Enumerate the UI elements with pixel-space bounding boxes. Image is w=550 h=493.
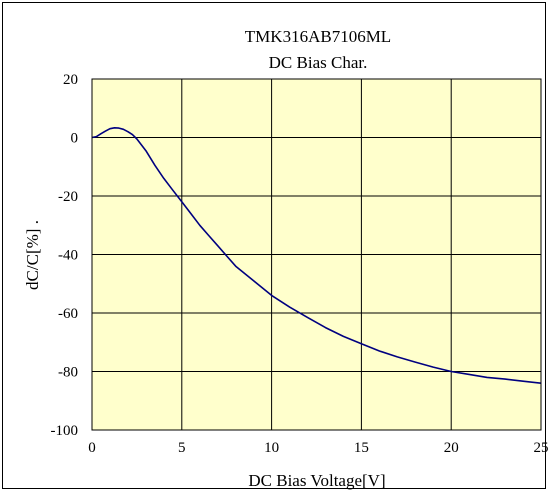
x-tick-label: 0 <box>88 440 96 456</box>
y-axis-label: dC/C[%] . <box>23 220 42 290</box>
x-tick-label: 5 <box>178 440 186 456</box>
y-tick-label: -20 <box>58 189 78 205</box>
y-tick-labels: 20 0 -20 -40 -60 -80 -100 <box>51 72 79 439</box>
y-tick-label: -60 <box>58 306 78 322</box>
y-tick-label: 20 <box>63 72 78 88</box>
y-tick-label: -100 <box>51 423 79 439</box>
chart-subtitle: DC Bias Char. <box>269 53 368 72</box>
plot-border <box>91 78 542 431</box>
x-tick-label: 25 <box>534 440 549 456</box>
x-tick-labels: 0 5 10 15 20 25 <box>88 440 548 456</box>
x-tick-label: 20 <box>444 440 459 456</box>
x-tick-label: 15 <box>354 440 369 456</box>
y-tick-label: 0 <box>71 131 79 147</box>
series-line <box>91 127 542 384</box>
y-tick-label: -40 <box>58 248 78 264</box>
y-tick-label: -80 <box>58 365 78 381</box>
x-tick-label: 10 <box>264 440 279 456</box>
x-axis-label: DC Bias Voltage[V] <box>248 471 385 490</box>
chart-title: TMK316AB7106ML <box>245 27 391 46</box>
